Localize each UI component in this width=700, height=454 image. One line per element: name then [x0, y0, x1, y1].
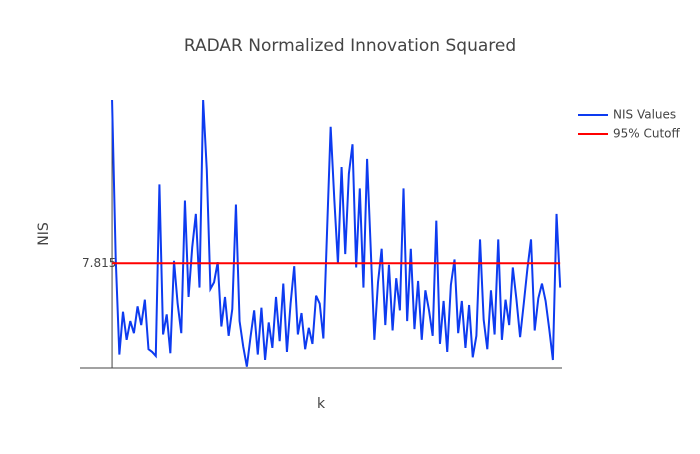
y-tick-label: 7.815 — [82, 256, 116, 270]
legend-label: NIS Values — [613, 108, 676, 122]
x-axis-label: k — [317, 396, 326, 412]
y-axis-label: NIS — [36, 222, 52, 246]
legend-label: 95% Cutoff — [613, 127, 681, 141]
series-line — [111, 99, 562, 367]
chart-title: RADAR Normalized Innovation Squared — [184, 36, 516, 56]
